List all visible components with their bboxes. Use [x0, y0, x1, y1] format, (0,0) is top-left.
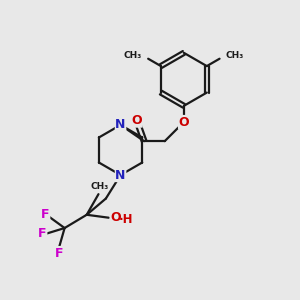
Text: F: F [55, 247, 63, 260]
Text: O: O [110, 211, 121, 224]
Text: ·H: ·H [119, 213, 134, 226]
Text: F: F [38, 227, 47, 240]
Text: O: O [131, 114, 142, 127]
Text: CH₃: CH₃ [124, 50, 142, 59]
Text: CH₃: CH₃ [91, 182, 109, 191]
Text: O: O [178, 116, 189, 128]
Text: N: N [116, 118, 126, 131]
Text: F: F [41, 208, 50, 221]
Text: CH₃: CH₃ [226, 50, 244, 59]
Text: N: N [116, 169, 126, 182]
